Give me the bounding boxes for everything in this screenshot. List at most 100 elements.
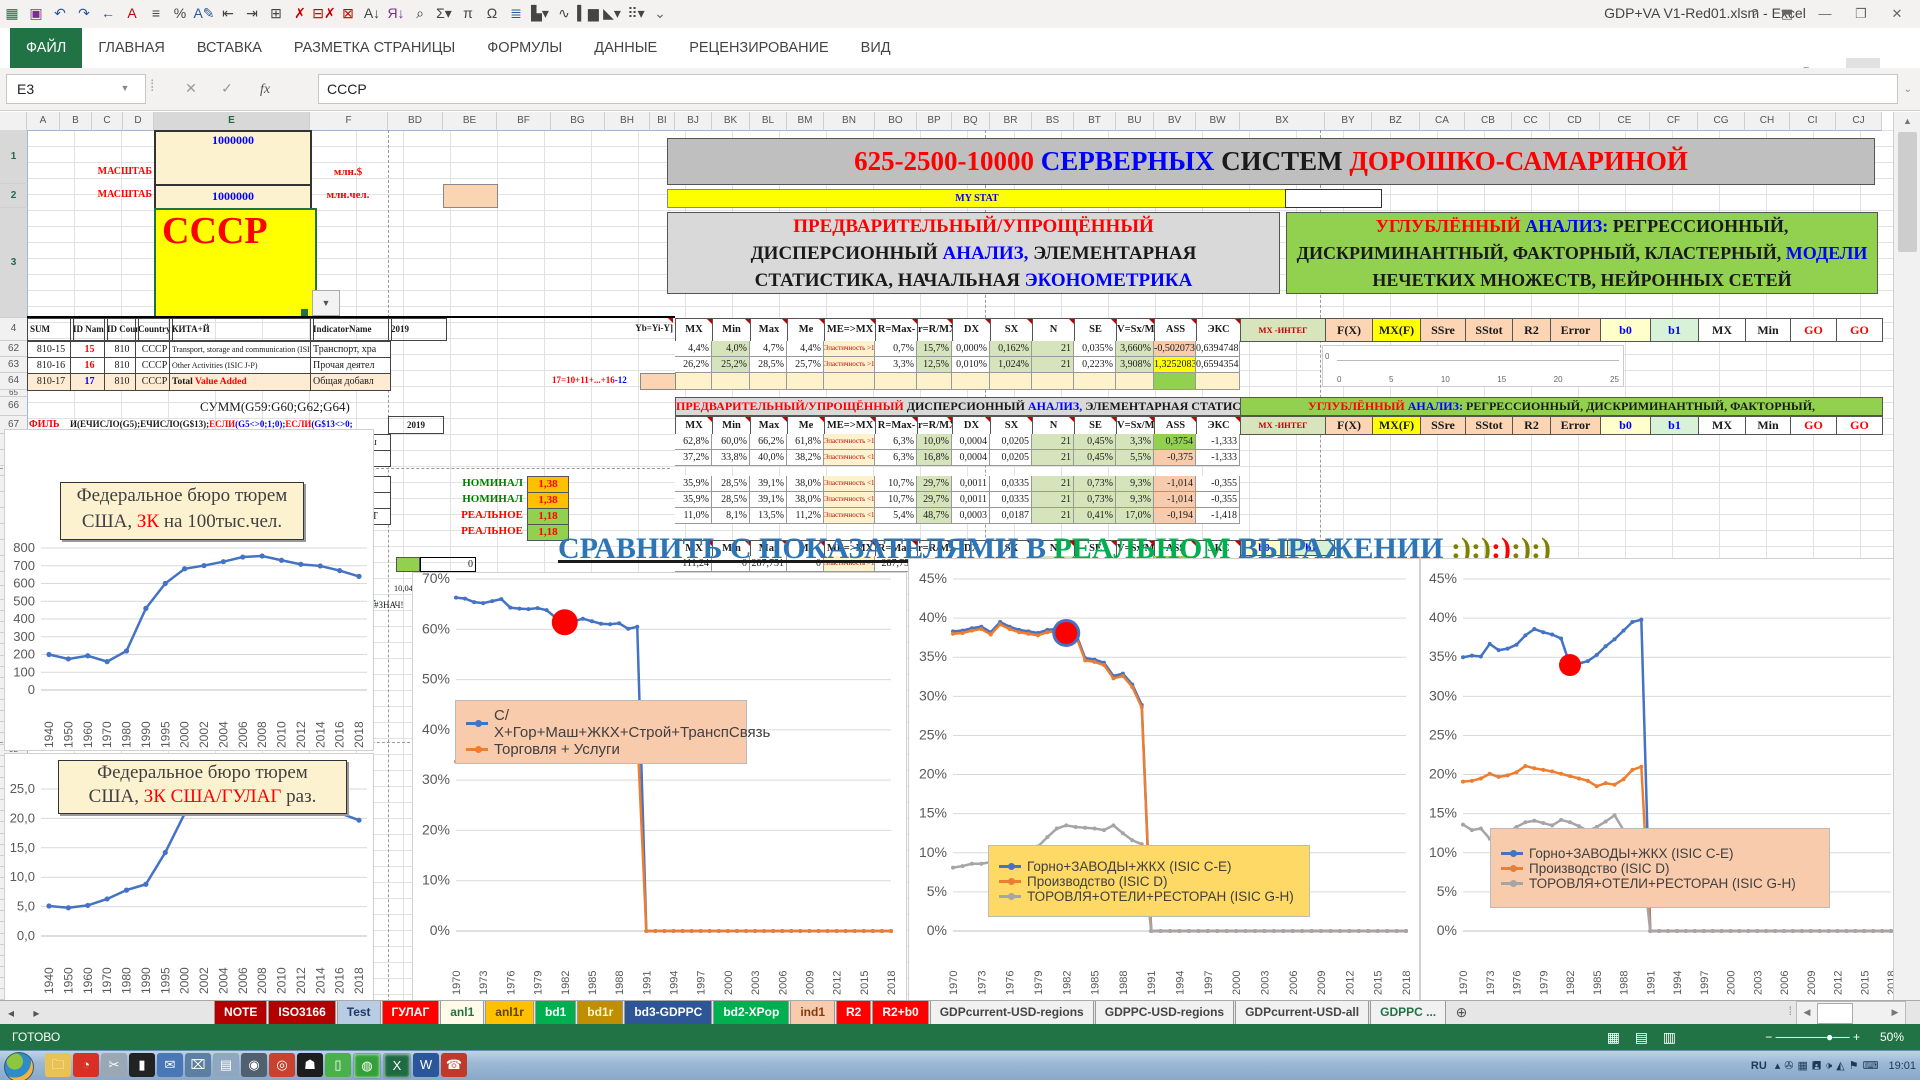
stat-header-SX[interactable]: SX [990, 318, 1033, 342]
stat-cell[interactable]: 4,0% [712, 341, 750, 357]
taskbar-ninja-icon[interactable]: ☗ [297, 1053, 323, 1077]
stat-cell[interactable]: 21 [1032, 357, 1074, 373]
delete-icon[interactable]: ✗ [294, 5, 306, 21]
column-header-BO[interactable]: BO [875, 112, 917, 131]
pi-icon[interactable]: π [463, 5, 473, 21]
find-icon[interactable]: ⌕ [416, 5, 424, 21]
stat-cell[interactable] [1032, 373, 1074, 390]
stat-cell[interactable]: 0,0187 [990, 508, 1032, 524]
table-cell[interactable]: 15 [70, 341, 107, 358]
stat-cell[interactable]: 6,3% [875, 434, 917, 450]
insert-function-icon[interactable]: fx [259, 82, 271, 97]
stat-header-SE[interactable]: SE [1074, 318, 1117, 342]
stat-header-F(X)[interactable]: F(X) [1325, 416, 1373, 435]
ribbon-tab-ВСТАВКА[interactable]: ВСТАВКА [196, 40, 262, 56]
stat-header-SSre[interactable]: SSre [1420, 416, 1466, 435]
save-icon[interactable]: ▣ [29, 5, 43, 21]
scrollbar-thumb[interactable] [1898, 132, 1917, 252]
stat-header-Min[interactable]: Min [1745, 416, 1791, 435]
ribbon-tab-ДАННЫЕ[interactable]: ДАННЫЕ [594, 40, 658, 56]
column-header-BS[interactable]: BS [1032, 112, 1074, 131]
stat-cell[interactable]: Эластичность >1 [824, 434, 875, 450]
taskbar-phone-red-icon[interactable]: ☎ [441, 1053, 467, 1077]
ribbon-tab-ФОРМУЛЫ[interactable]: ФОРМУЛЫ [487, 40, 563, 56]
stat-cell[interactable] [1196, 373, 1240, 390]
taskbar-phone-icon[interactable]: ▮ [129, 1053, 155, 1077]
column-header-BY[interactable]: BY [1325, 112, 1372, 131]
stat-cell[interactable]: -0,355 [1196, 492, 1240, 508]
stat-cell[interactable]: -1,333 [1196, 450, 1240, 466]
stat-cell[interactable]: 0 [712, 556, 750, 572]
table-cell[interactable]: 810-16 [27, 357, 73, 374]
taskbar-word-icon[interactable]: W [413, 1053, 439, 1077]
stat-cell[interactable]: 5,5% [1116, 450, 1154, 466]
stat-cell[interactable]: 0,0335 [990, 476, 1032, 492]
stat-cell[interactable]: 0,6394748 [1196, 341, 1240, 357]
stat-cell[interactable]: 8,1% [712, 508, 750, 524]
table-cell[interactable]: 810 [104, 341, 138, 358]
stat-cell[interactable]: 66,2% [750, 434, 787, 450]
country-cell[interactable]: СССР [154, 208, 317, 319]
language-indicator[interactable]: RU [1750, 1060, 1767, 1072]
column-header-BN[interactable]: BN [824, 112, 875, 131]
chart-title-us-gulag-ratio[interactable]: Федеральное бюро тюрем США, ЗК США/ГУЛАГ … [58, 760, 347, 814]
column-header-BW[interactable]: BW [1196, 112, 1240, 131]
name-box[interactable]: E3 [6, 74, 146, 104]
stat-cell[interactable]: 1,3252083 [1154, 357, 1196, 373]
table-cell[interactable]: Транспорт, хра [310, 341, 391, 358]
table-cell[interactable]: СССР [135, 357, 172, 374]
stat-header-ЭКС[interactable]: ЭКС [1196, 416, 1241, 435]
table-cell[interactable]: Total Value Added [169, 373, 313, 391]
table-cell[interactable]: 810-15 [27, 341, 73, 358]
sheet-tab-NOTE[interactable]: NOTE [214, 1001, 268, 1025]
stat-cell[interactable]: 4,7% [750, 341, 787, 357]
table-cell[interactable]: Общая добавл [310, 373, 391, 391]
table-cell[interactable]: Прочая деятел [310, 357, 391, 374]
stat-cell[interactable]: 0,0004 [952, 450, 990, 466]
taskbar-battery-icon[interactable]: ▯ [325, 1053, 351, 1077]
column-header-CI[interactable]: CI [1790, 112, 1836, 131]
column-header-BF[interactable]: BF [497, 112, 551, 131]
stat-cell[interactable]: -1,418 [1196, 508, 1240, 524]
column-header-BT[interactable]: BT [1074, 112, 1116, 131]
ribbon-tab-ФАЙЛ[interactable]: ФАЙЛ [10, 28, 83, 68]
cancel-icon[interactable]: ✕ [185, 80, 197, 96]
stat-header-R=Max-[interactable]: R=Max- [875, 416, 918, 435]
column-header-BG[interactable]: BG [551, 112, 605, 131]
stat-header-b1[interactable]: b1 [1650, 416, 1699, 435]
hscroll-right-icon[interactable]: ▶ [1891, 1007, 1899, 1017]
stat-cell[interactable]: 0,000% [952, 341, 990, 357]
stat-cell[interactable]: 0,45% [1074, 450, 1116, 466]
selection-fill-handle[interactable] [301, 309, 308, 316]
stat-cell[interactable]: 11,0% [675, 508, 712, 524]
chart-legend-ussr-industry-real[interactable]: Горно+ЗАВОДЫ+ЖКХ (ISIC C-E) Производство … [1490, 828, 1830, 908]
taskbar-pc-icon[interactable]: ⌧ [185, 1053, 211, 1077]
stat-header-SSre[interactable]: SSre [1420, 318, 1466, 342]
excel-logo-icon[interactable]: ▦ [5, 5, 19, 21]
column-header-D[interactable]: D [123, 112, 154, 131]
stat-header-N[interactable]: N [1032, 416, 1075, 435]
stat-cell[interactable]: 26,2% [675, 357, 712, 373]
stat-cell[interactable]: 0,73% [1074, 492, 1116, 508]
stat-header-GO[interactable]: GO [1836, 416, 1883, 435]
row-header-3[interactable]: 3 [0, 208, 28, 318]
column-header-BX[interactable]: BX [1240, 112, 1325, 131]
stat-header-DX[interactable]: DX [952, 318, 991, 342]
stat-header-V=Sx/M[interactable]: V=Sx/M [1116, 318, 1155, 342]
row66-sum-formula[interactable]: СУММ(G59:G60;G62;G64) [200, 400, 350, 414]
country-dropdown-icon[interactable]: ▼ [312, 290, 340, 316]
column-header-E[interactable]: E [154, 112, 310, 131]
taskbar-chrome-icon[interactable]: ◔ [73, 1053, 99, 1077]
sheet-tab-GDPPC-USD-regions[interactable]: GDPPC-USD-regions [1094, 1001, 1235, 1025]
stat-cell[interactable]: 3,908% [1116, 357, 1154, 373]
stat-header-ЭКС[interactable]: ЭКС [1196, 318, 1241, 342]
stat-cell[interactable]: 38,2% [787, 450, 824, 466]
tray-icon[interactable]: 🕩 [1825, 1060, 1833, 1072]
tray-icon[interactable]: ◭ [1836, 1060, 1845, 1072]
stat-cell[interactable]: 9,3% [1116, 476, 1154, 492]
stat-cell[interactable]: Эластичность <1 [824, 508, 875, 524]
column-header-BJ[interactable]: BJ [675, 112, 712, 131]
row4-header-b[interactable]: ID Nam [70, 318, 108, 341]
scale-value-1[interactable]: 1000000 [154, 130, 312, 189]
sheet-tab-bd1r[interactable]: bd1r [577, 1001, 624, 1025]
